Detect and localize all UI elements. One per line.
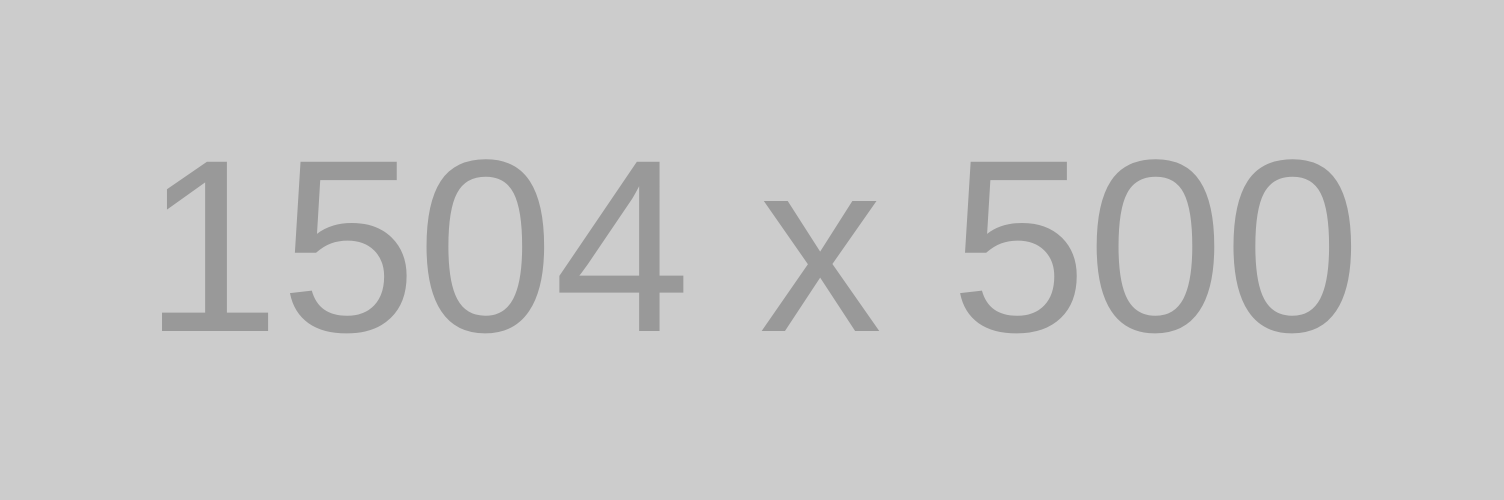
placeholder-dimensions-label: 1504 x 500 (143, 109, 1361, 384)
